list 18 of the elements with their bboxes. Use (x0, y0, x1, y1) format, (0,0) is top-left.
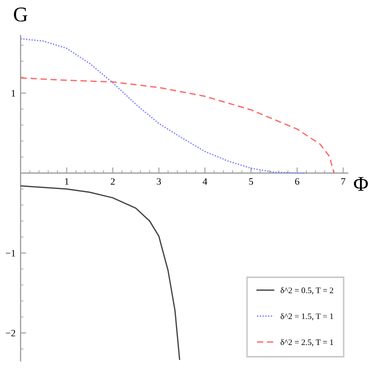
x-tick-label: 4 (202, 178, 208, 185)
y-tick-label: 1 (12, 90, 16, 96)
x-tick-label: 7 (341, 178, 346, 185)
line-series (20, 38, 307, 174)
x-tick-label: 5 (249, 178, 254, 185)
x-axis-title: Φ (354, 177, 368, 191)
y-tick-label: −2 (6, 330, 16, 336)
x-tick-label: 3 (156, 178, 161, 185)
x-tick-label: 1 (65, 178, 69, 185)
legend-label: δ^2 = 0.5, T = 2 (280, 287, 334, 294)
y-axis-title: G (14, 8, 28, 22)
line-series (20, 185, 180, 360)
y-tick-label: −1 (6, 250, 16, 256)
line-series (20, 77, 335, 174)
x-tick-label: 6 (295, 178, 300, 185)
x-tick-label: 2 (110, 178, 115, 185)
legend-label: δ^2 = 1.5, T = 1 (280, 313, 334, 320)
legend-label: δ^2 = 2.5, T = 1 (280, 339, 334, 346)
